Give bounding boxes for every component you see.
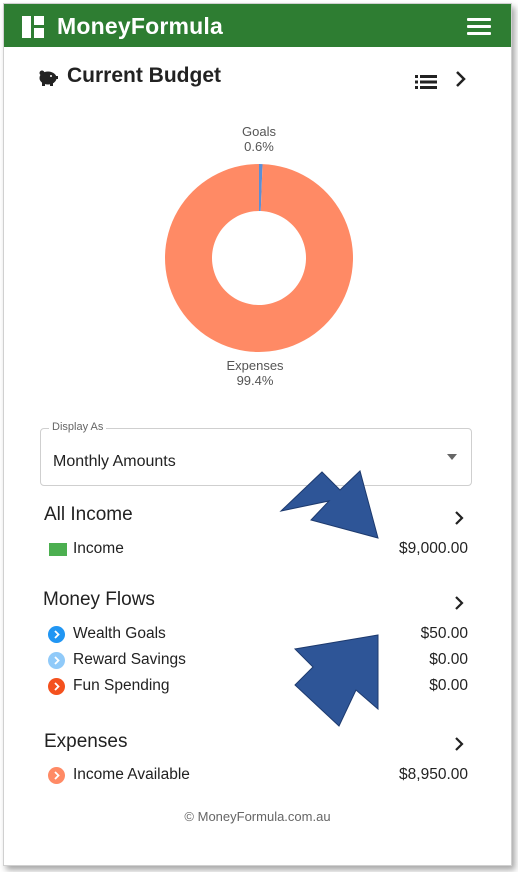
reward-savings-label: Reward Savings bbox=[73, 651, 186, 668]
app-frame: MoneyFormula Current Budget bbox=[3, 3, 512, 866]
page-title: Current Budget bbox=[67, 64, 221, 87]
app-bar: MoneyFormula bbox=[4, 4, 511, 47]
money-flow-row-fun-spending[interactable]: Fun Spending $0.00 bbox=[48, 675, 468, 697]
display-as-value: Monthly Amounts bbox=[53, 453, 176, 470]
circle-chevron-icon bbox=[48, 652, 65, 669]
section-title-money-flows[interactable]: Money Flows bbox=[43, 589, 155, 610]
section-title-expenses[interactable]: Expenses bbox=[44, 731, 128, 752]
income-available-label: Income Available bbox=[73, 766, 190, 783]
chevron-right-icon[interactable] bbox=[454, 736, 464, 752]
reward-savings-amount: $0.00 bbox=[429, 651, 468, 668]
money-flow-row-wealth-goals[interactable]: Wealth Goals $50.00 bbox=[48, 623, 468, 645]
wealth-goals-label: Wealth Goals bbox=[73, 625, 166, 642]
chart-label-goals: Goals 0.6% bbox=[199, 124, 319, 154]
chart-label-goals-percent: 0.6% bbox=[244, 139, 274, 154]
chart-label-expenses: Expenses 99.4% bbox=[195, 358, 315, 388]
circle-chevron-icon bbox=[48, 626, 65, 643]
chevron-right-icon[interactable] bbox=[454, 510, 464, 526]
app-logo-icon bbox=[22, 16, 44, 38]
donut-slice-expenses[interactable] bbox=[165, 164, 354, 352]
chart-label-expenses-percent: 99.4% bbox=[236, 373, 274, 388]
money-flow-row-reward-savings[interactable]: Reward Savings $0.00 bbox=[48, 649, 468, 671]
piggy-bank-icon bbox=[39, 70, 58, 86]
wealth-goals-amount: $50.00 bbox=[420, 625, 468, 642]
income-color-swatch bbox=[49, 543, 67, 556]
income-available-amount: $8,950.00 bbox=[399, 766, 468, 783]
chevron-right-icon[interactable] bbox=[455, 70, 467, 88]
footer-copyright: © MoneyFormula.com.au bbox=[184, 809, 331, 824]
dropdown-caret-icon bbox=[447, 454, 457, 460]
circle-chevron-icon bbox=[48, 767, 65, 784]
chevron-right-icon[interactable] bbox=[454, 595, 464, 611]
section-title-all-income[interactable]: All Income bbox=[44, 504, 133, 525]
expense-row-income-available[interactable]: Income Available $8,950.00 bbox=[48, 764, 468, 786]
budget-header: Current Budget bbox=[37, 64, 477, 94]
app-title: MoneyFormula bbox=[57, 13, 223, 39]
hamburger-menu-icon[interactable] bbox=[467, 18, 491, 36]
circle-chevron-icon bbox=[48, 678, 65, 695]
fun-spending-label: Fun Spending bbox=[73, 677, 170, 694]
chart-label-expenses-name: Expenses bbox=[226, 358, 284, 373]
donut-svg bbox=[165, 164, 354, 352]
fun-spending-amount: $0.00 bbox=[429, 677, 468, 694]
income-row[interactable]: Income $9,000.00 bbox=[48, 538, 468, 560]
income-row-amount: $9,000.00 bbox=[399, 540, 468, 557]
income-row-label: Income bbox=[73, 540, 124, 557]
chart-label-goals-name: Goals bbox=[242, 124, 276, 139]
donut-slice-goals[interactable] bbox=[259, 164, 263, 212]
display-as-select[interactable]: Display As Monthly Amounts bbox=[40, 421, 472, 486]
list-view-icon[interactable] bbox=[415, 74, 437, 90]
budget-donut-chart: Goals 0.6% Expenses 99.4% bbox=[144, 122, 374, 392]
display-as-label: Display As bbox=[49, 421, 107, 433]
